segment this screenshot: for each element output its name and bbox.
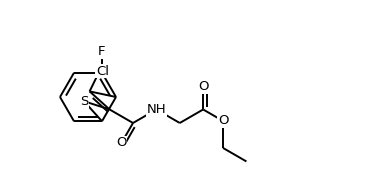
Text: H: H xyxy=(153,105,162,114)
Text: S: S xyxy=(80,95,88,108)
Text: O: O xyxy=(218,114,228,127)
Text: O: O xyxy=(116,136,127,149)
Text: F: F xyxy=(98,45,106,58)
Text: O: O xyxy=(198,80,208,93)
Text: NH: NH xyxy=(147,103,166,116)
Text: Cl: Cl xyxy=(96,65,109,78)
